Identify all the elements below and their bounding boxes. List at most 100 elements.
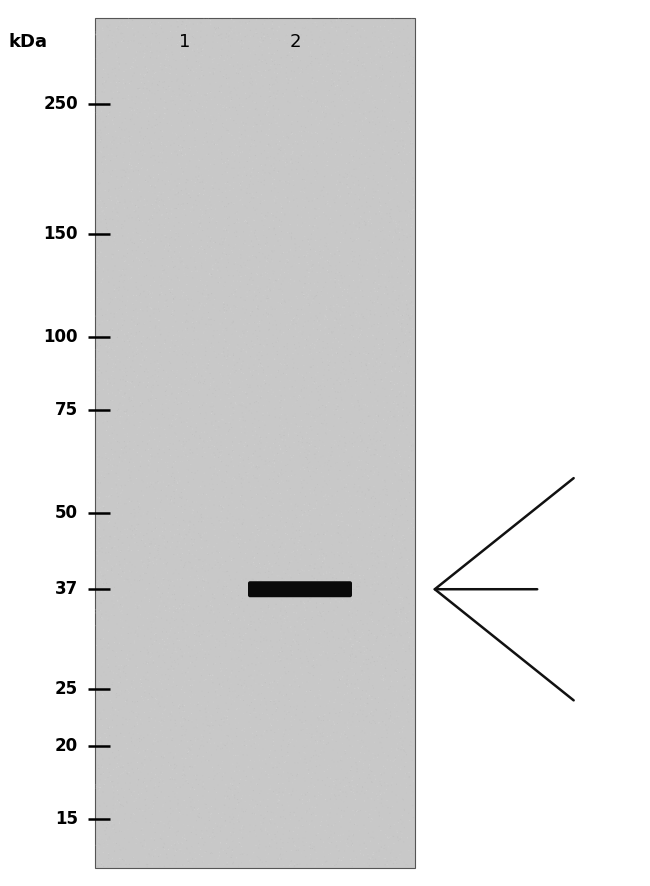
Point: [354, 160, 365, 175]
Point: [113, 402, 124, 416]
Point: [168, 688, 178, 703]
Point: [382, 858, 393, 872]
Point: [341, 416, 352, 430]
Point: [196, 824, 207, 838]
Point: [233, 250, 244, 264]
Point: [237, 99, 248, 113]
Point: [306, 94, 317, 108]
Point: [309, 487, 320, 501]
Point: [277, 820, 287, 835]
Point: [126, 464, 136, 478]
Point: [244, 81, 254, 95]
Point: [96, 754, 107, 768]
Point: [361, 722, 371, 736]
Point: [256, 657, 266, 671]
Point: [391, 556, 402, 571]
Point: [240, 626, 251, 641]
Point: [331, 204, 341, 218]
Point: [280, 433, 291, 447]
Point: [292, 420, 303, 434]
Point: [354, 714, 365, 728]
Point: [144, 253, 155, 268]
Point: [196, 273, 206, 287]
Point: [301, 286, 311, 300]
Point: [151, 578, 161, 592]
Point: [237, 572, 247, 587]
Point: [389, 298, 399, 312]
Point: [218, 121, 228, 136]
Point: [372, 462, 382, 476]
Point: [245, 533, 255, 548]
Point: [240, 626, 251, 641]
Point: [281, 362, 291, 377]
Point: [162, 220, 172, 234]
Point: [305, 261, 315, 276]
Point: [397, 288, 408, 302]
Point: [94, 524, 104, 538]
Point: [244, 854, 254, 868]
Point: [378, 143, 389, 157]
Point: [138, 775, 149, 789]
Point: [155, 591, 165, 605]
Point: [352, 674, 362, 688]
Point: [369, 559, 380, 573]
Point: [356, 620, 367, 634]
Point: [157, 532, 168, 546]
Point: [153, 100, 163, 114]
Point: [214, 605, 225, 619]
Point: [234, 120, 244, 135]
Point: [224, 140, 235, 154]
Point: [131, 280, 142, 294]
Point: [350, 823, 360, 837]
Point: [354, 193, 365, 207]
Point: [358, 222, 369, 237]
Point: [248, 120, 258, 134]
Point: [396, 742, 407, 757]
Point: [387, 46, 398, 60]
Point: [354, 221, 365, 235]
Point: [164, 746, 174, 760]
Point: [132, 517, 142, 532]
Point: [408, 668, 418, 682]
Point: [195, 79, 205, 93]
Point: [289, 567, 300, 581]
Point: [360, 417, 370, 431]
Point: [368, 359, 378, 373]
Point: [319, 312, 330, 326]
Point: [129, 380, 140, 394]
Point: [240, 240, 251, 254]
Text: 150: 150: [44, 224, 78, 243]
Point: [227, 692, 238, 706]
Point: [276, 441, 286, 455]
Point: [226, 85, 236, 99]
Point: [372, 296, 383, 310]
Point: [400, 455, 410, 470]
Point: [99, 292, 109, 307]
Point: [368, 126, 378, 140]
Point: [298, 21, 308, 35]
Point: [289, 859, 300, 873]
Point: [168, 431, 178, 446]
Point: [94, 318, 104, 332]
Point: [378, 136, 388, 150]
Point: [329, 624, 339, 638]
Point: [107, 252, 117, 266]
Point: [96, 828, 106, 843]
Point: [291, 606, 302, 620]
Point: [94, 706, 105, 720]
Point: [206, 799, 216, 813]
Point: [169, 136, 179, 151]
Point: [341, 517, 352, 532]
Point: [103, 545, 114, 559]
Point: [116, 19, 127, 33]
Point: [340, 627, 350, 641]
Point: [405, 682, 415, 696]
Point: [266, 22, 277, 36]
Point: [362, 657, 372, 672]
Point: [304, 211, 315, 225]
Point: [361, 839, 372, 853]
Point: [398, 591, 408, 605]
Point: [200, 161, 211, 175]
Point: [352, 624, 363, 638]
Point: [319, 494, 330, 509]
